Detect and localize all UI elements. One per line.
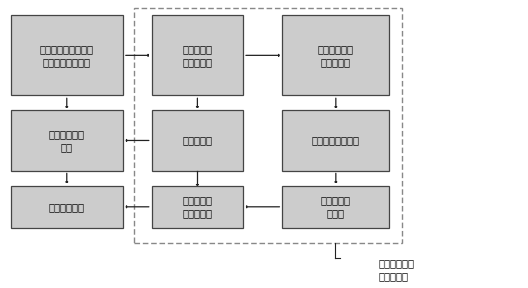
Text: 色泽品质一致
性预警系统: 色泽品质一致 性预警系统 bbox=[379, 258, 415, 281]
Text: 终止烹饪过程: 终止烹饪过程 bbox=[49, 202, 85, 212]
Bar bbox=[11, 15, 123, 95]
Bar bbox=[152, 185, 243, 228]
Bar bbox=[11, 185, 123, 228]
Text: 采集烹饪过
程中的图像: 采集烹饪过 程中的图像 bbox=[182, 44, 212, 67]
Bar bbox=[152, 15, 243, 95]
Bar bbox=[282, 185, 389, 228]
Text: 匹配则发烹
饪预警信号: 匹配则发烹 饪预警信号 bbox=[182, 195, 212, 218]
Bar bbox=[282, 110, 389, 170]
Text: 计算熟色度: 计算熟色度 bbox=[182, 135, 212, 145]
Bar bbox=[282, 15, 389, 95]
Bar bbox=[135, 8, 402, 243]
Text: 烹饪控制系统正常启
动，选择烹饪模式: 烹饪控制系统正常启 动，选择烹饪模式 bbox=[40, 44, 94, 67]
Text: 比较预定义
熟色度: 比较预定义 熟色度 bbox=[321, 195, 351, 218]
Text: 预定义烹饪后
满意的图像: 预定义烹饪后 满意的图像 bbox=[318, 44, 354, 67]
Text: 计算预定义熟色度: 计算预定义熟色度 bbox=[312, 135, 360, 145]
Text: 正常烹饪控制
过程: 正常烹饪控制 过程 bbox=[49, 129, 85, 152]
Bar bbox=[152, 110, 243, 170]
Bar bbox=[11, 110, 123, 170]
